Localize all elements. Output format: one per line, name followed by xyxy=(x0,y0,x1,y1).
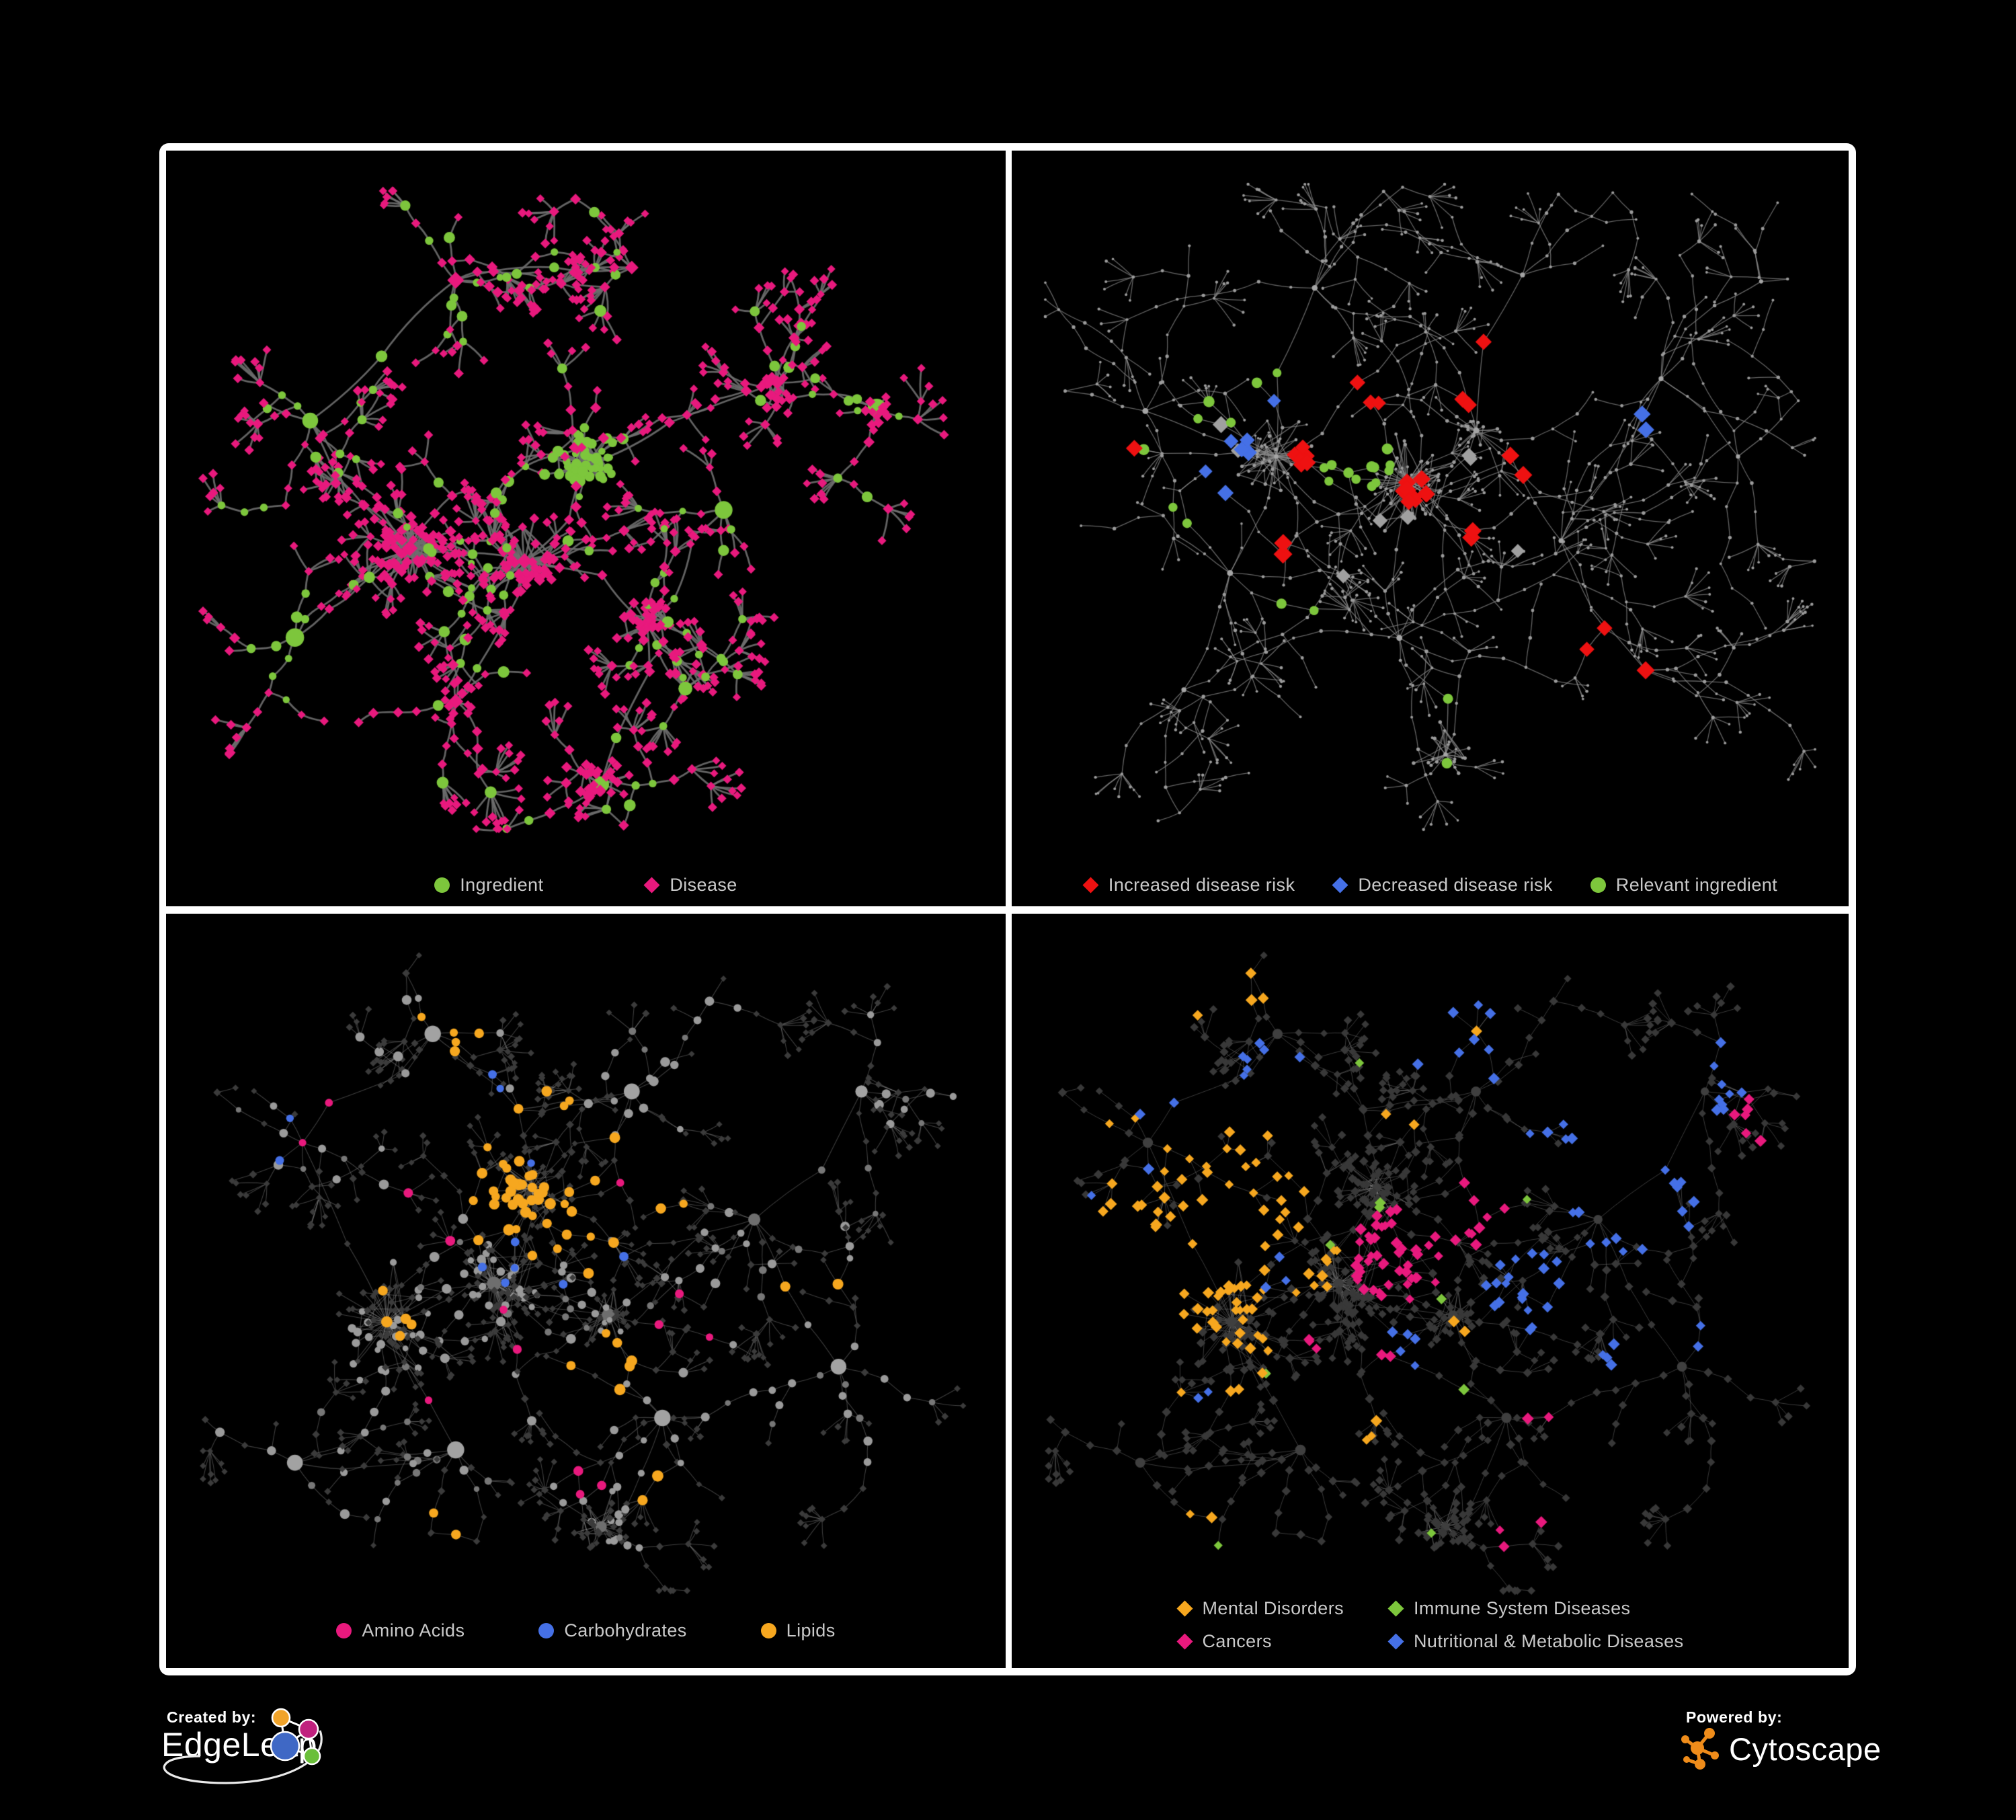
panel-disease-classes: Mental Disorders Immune System Diseases Ca… xyxy=(1012,914,1849,1668)
legend-swatch-circle-icon xyxy=(1590,877,1606,893)
legend-swatch-diamond-icon xyxy=(1082,877,1099,894)
legend-item: Nutritional & Metabolic Diseases xyxy=(1387,1631,1684,1652)
legend-item: Cancers xyxy=(1176,1631,1344,1652)
legend-label: Mental Disorders xyxy=(1202,1598,1344,1618)
legend-swatch-diamond-icon xyxy=(643,877,660,894)
network-canvas-ingredient-disease xyxy=(166,151,1006,906)
legend-disease-risk: Increased disease risk Decreased disease … xyxy=(1012,875,1849,896)
legend-label: Increased disease risk xyxy=(1108,875,1295,895)
legend-swatch-diamond-icon xyxy=(1176,1600,1193,1617)
legend-macronutrient-classes: Amino Acids Carbohydrates Lipids xyxy=(166,1620,1006,1641)
legend-label: Disease xyxy=(670,875,737,895)
legend-swatch-diamond-icon xyxy=(1387,1633,1404,1650)
network-canvas-disease-risk xyxy=(1012,151,1849,906)
network-canvas-disease-classes xyxy=(1012,914,1849,1668)
legend-label: Carbohydrates xyxy=(564,1620,687,1640)
legend-swatch-diamond-icon xyxy=(1332,877,1348,894)
legend-item: Increased disease risk xyxy=(1082,875,1295,896)
panel-macronutrient-classes: Amino Acids Carbohydrates Lipids xyxy=(166,914,1006,1668)
legend-disease-classes: Mental Disorders Immune System Diseases Ca… xyxy=(1012,1598,1849,1652)
legend-label: Relevant ingredient xyxy=(1615,875,1778,895)
legend-swatch-diamond-icon xyxy=(1176,1633,1193,1650)
legend-label: Decreased disease risk xyxy=(1358,875,1553,895)
legend-item: Relevant ingredient xyxy=(1590,875,1777,896)
legend-item: Decreased disease risk xyxy=(1332,875,1552,896)
edgeleap-logo-icon xyxy=(163,1708,323,1784)
legend-swatch-circle-icon xyxy=(538,1623,555,1638)
panel-grid-frame: Ingredient Disease Increased disease risk… xyxy=(159,143,1856,1675)
legend-label: Cancers xyxy=(1202,1631,1272,1651)
powered-by-label: Powered by: xyxy=(1686,1708,1783,1726)
legend-label: Nutritional & Metabolic Diseases xyxy=(1414,1631,1684,1651)
legend-label: Immune System Diseases xyxy=(1414,1598,1631,1618)
legend-swatch-circle-icon xyxy=(760,1623,776,1638)
cytoscape-wordmark: Cytoscape xyxy=(1729,1731,1882,1767)
network-canvas-macronutrient-classes xyxy=(166,914,1006,1668)
legend-item: Amino Acids xyxy=(336,1620,465,1641)
legend-label: Lipids xyxy=(786,1620,836,1640)
legend-label: Amino Acids xyxy=(362,1620,465,1640)
legend-item: Mental Disorders xyxy=(1176,1598,1344,1619)
legend-item: Disease xyxy=(643,875,737,896)
legend-item: Immune System Diseases xyxy=(1387,1598,1683,1619)
legend-label: Ingredient xyxy=(460,875,544,895)
legend-swatch-circle-icon xyxy=(434,877,450,893)
panel-disease-risk: Increased disease risk Decreased disease … xyxy=(1012,151,1849,906)
legend-item: Carbohydrates xyxy=(538,1620,686,1641)
legend-ingredient-disease: Ingredient Disease xyxy=(166,875,1006,896)
cytoscape-logo-icon xyxy=(1681,1728,1719,1770)
legend-swatch-diamond-icon xyxy=(1387,1600,1404,1617)
legend-item: Lipids xyxy=(760,1620,836,1641)
panel-ingredient-disease: Ingredient Disease xyxy=(166,151,1006,906)
legend-swatch-circle-icon xyxy=(336,1623,352,1638)
created-by-label: Created by: xyxy=(167,1708,257,1726)
legend-item: Ingredient xyxy=(434,875,543,896)
